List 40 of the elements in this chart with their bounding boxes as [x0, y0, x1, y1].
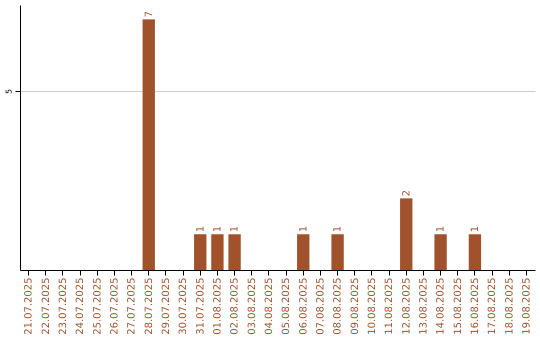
data-label: 1 [470, 226, 481, 232]
x-tick-label: 09.08.2025 [350, 278, 361, 335]
data-label: 2 [401, 190, 412, 196]
x-tick-label: 29.07.2025 [160, 278, 172, 335]
data-label: 1 [332, 226, 344, 232]
x-tick-label: 01.08.2025 [212, 278, 224, 335]
data-label: 1 [195, 226, 206, 232]
x-tick-label: 11.08.2025 [384, 278, 396, 335]
x-tick-label: 12.08.2025 [401, 278, 412, 335]
x-tick-label: 13.08.2025 [418, 278, 430, 335]
data-label: 7 [144, 10, 155, 18]
x-tick-label: 07.08.2025 [315, 278, 326, 335]
data-label: 1 [436, 226, 447, 232]
x-tick-label: 25.07.2025 [92, 278, 104, 335]
x-tick-label: 22.07.2025 [40, 278, 52, 335]
x-tick-label: 06.08.2025 [298, 278, 310, 335]
x-tick-label: 15.08.2025 [452, 278, 464, 335]
x-tick-label: 16.08.2025 [470, 278, 481, 335]
x-tick-label: 14.08.2025 [436, 278, 447, 335]
x-tick-label: 30.07.2025 [178, 278, 190, 335]
x-tick-label: 27.07.2025 [126, 278, 138, 335]
data-label: 1 [212, 226, 224, 232]
x-tick-label: 08.08.2025 [332, 278, 344, 335]
x-tick-label: 26.07.2025 [109, 278, 120, 335]
x-tick-label: 04.08.2025 [264, 278, 275, 335]
x-tick-label: 19.08.2025 [521, 278, 532, 335]
data-label: 1 [298, 226, 310, 232]
x-tick-label: 23.07.2025 [58, 278, 69, 335]
x-tick-label: 02.08.2025 [230, 278, 241, 335]
data-label: 1 [230, 226, 241, 232]
x-tick-label: 21.07.2025 [24, 278, 35, 335]
x-tick-label: 10.08.2025 [366, 278, 378, 335]
x-tick-label: 24.07.2025 [75, 278, 86, 335]
x-tick-label: 17.08.2025 [487, 278, 498, 335]
x-tick-label: 03.08.2025 [246, 278, 258, 335]
x-tick-label: 18.08.2025 [504, 278, 516, 335]
x-tick-label: 05.08.2025 [281, 278, 292, 335]
x-tick-label: 31.07.2025 [195, 278, 206, 335]
x-tick-label: 28.07.2025 [144, 278, 155, 335]
y-tick-label: 5 [4, 88, 14, 94]
